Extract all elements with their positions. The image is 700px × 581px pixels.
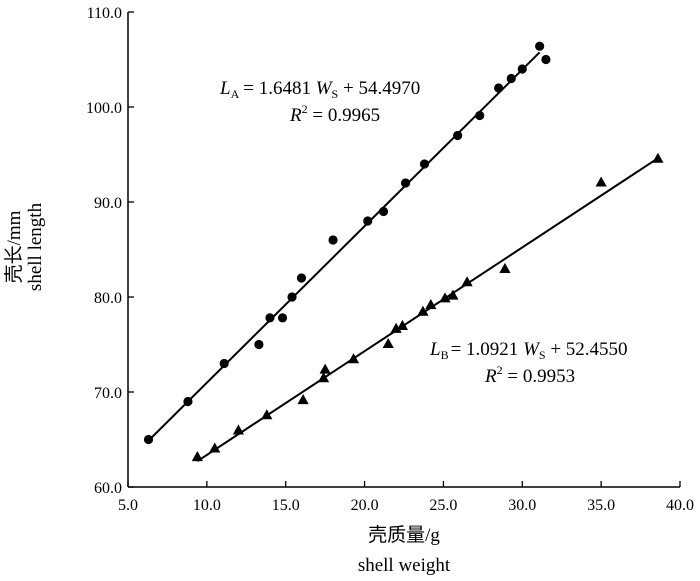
data-point-triangle (417, 305, 429, 316)
regression-line-a (147, 51, 541, 442)
data-point-triangle (447, 289, 459, 300)
y-tick-label: 90.0 (94, 195, 122, 212)
r2-b-value: = 0.9953 (503, 366, 575, 387)
equation-series-a: LA = 1.6481 WS + 54.4970 (219, 78, 420, 101)
data-point-triangle (319, 363, 331, 374)
y-tick-label: 110.0 (87, 5, 122, 22)
x-tick-label: 10.0 (193, 497, 221, 514)
plot-area (143, 41, 664, 462)
data-point-circle (254, 339, 264, 350)
x-ticks: 5.0 10.0 15.0 20.0 25.0 30.0 35.0 40.0 (118, 481, 694, 514)
data-point-circle (494, 83, 504, 93)
data-point-circle (296, 273, 307, 283)
data-point-circle (363, 216, 373, 226)
data-point-triangle (595, 176, 607, 187)
data-point-triangle (232, 424, 244, 435)
data-point-triangle (382, 337, 394, 349)
r2-b-label: R (484, 366, 497, 387)
data-point-triangle (209, 442, 221, 453)
y-tick-label: 100.0 (86, 100, 122, 117)
data-point-triangle (261, 409, 273, 420)
eq-b-var-sub: S (539, 348, 546, 362)
y-ticks: 60.0 70.0 80.0 90.0 100.0 110.0 (86, 5, 134, 497)
eq-a-coef: = 1.6481 (243, 78, 315, 99)
data-point-circle (328, 235, 338, 245)
data-point-triangle (461, 276, 473, 287)
axes (127, 12, 680, 488)
x-tick-label: 40.0 (666, 497, 694, 514)
data-point-circle (517, 64, 527, 74)
r2-a-value: = 0.9965 (308, 105, 380, 126)
regression-line-b (196, 157, 659, 462)
data-point-circle (419, 159, 430, 169)
data-point-circle (541, 54, 551, 65)
data-point-circle (535, 41, 545, 51)
eq-b-lhs: L (429, 339, 441, 360)
data-point-circle (265, 313, 275, 323)
eq-a-var: W (316, 78, 334, 99)
eq-b-const: + 52.4550 (546, 339, 628, 360)
data-point-circle (378, 206, 389, 217)
data-point-triangle (297, 394, 309, 405)
eq-a-lhs-sub: A (231, 87, 240, 101)
x-tick-label: 15.0 (272, 497, 300, 514)
data-point-circle (219, 358, 229, 369)
x-axis-title-line-2: shell weight (358, 555, 451, 576)
eq-b-var: W (523, 339, 541, 360)
data-point-circle (183, 396, 193, 407)
data-point-circle (400, 178, 411, 188)
data-point-circle (506, 73, 516, 84)
x-axis-title-line-1: 壳质量/g (368, 524, 440, 546)
x-tick-label: 25.0 (429, 497, 457, 514)
r2-a-sup: 2 (302, 102, 308, 116)
data-point-circle (475, 110, 485, 121)
x-tick-label: 35.0 (587, 497, 615, 514)
data-point-triangle (390, 322, 402, 333)
r2-series-b: R2 = 0.9953 (484, 363, 575, 387)
data-point-circle (287, 292, 297, 302)
y-tick-label: 70.0 (94, 385, 122, 402)
data-point-triangle (317, 372, 330, 383)
x-tick-label: 5.0 (118, 497, 138, 514)
data-point-triangle (396, 319, 409, 330)
data-point-circle (453, 130, 463, 141)
data-point-triangle (652, 152, 664, 163)
data-point-triangle (425, 299, 437, 310)
data-point-triangle (499, 262, 511, 273)
data-point-triangle (439, 292, 451, 303)
eq-a-var-sub: S (332, 87, 339, 101)
y-axis-title-line-1: 壳长/mm (3, 210, 25, 283)
equation-series-b: LB = 1.0921 WS + 52.4550 (429, 339, 628, 362)
r2-series-a: R2 = 0.9965 (289, 102, 380, 126)
data-point-triangle (347, 353, 360, 364)
eq-a-const: + 54.4970 (338, 78, 420, 99)
eq-a-lhs: L (219, 78, 231, 99)
eq-b-lhs-sub: B (441, 348, 449, 362)
data-point-triangle (191, 451, 203, 462)
x-tick-label: 20.0 (351, 497, 379, 514)
x-tick-label: 30.0 (508, 497, 536, 514)
y-tick-label: 60.0 (94, 480, 122, 497)
data-point-circle (143, 434, 154, 445)
y-tick-label: 80.0 (94, 290, 122, 307)
eq-b-coef: = 1.0921 (451, 339, 523, 360)
r2-a-label: R (289, 105, 302, 126)
y-axis-title-line-2: shell length (25, 202, 46, 291)
r2-b-sup: 2 (497, 363, 503, 377)
data-point-circle (277, 313, 288, 323)
